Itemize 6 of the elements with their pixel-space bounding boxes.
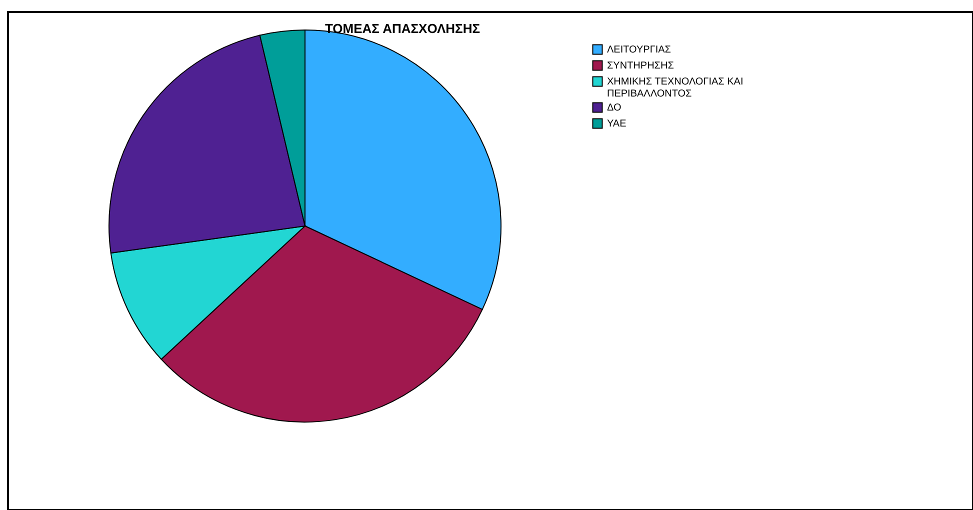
chart-title: ΤΟΜΕΑΣ ΑΠΑΣΧΟΛΗΣΗΣ [324, 21, 480, 36]
legend-label: ΛΕΙΤΟΥΡΓΙΑΣ [607, 44, 671, 56]
legend-label: ΣΥΝΤΗΡΗΣΗΣ [607, 60, 674, 72]
legend-label: ΧΗΜΙΚΗΣ ΤΕΧΝΟΛΟΓΙΑΣ ΚΑΙ ΠΕΡΙΒΑΛΛΟΝΤΟΣ [607, 76, 744, 100]
legend-label: ΔΟ [607, 102, 622, 114]
legend-label: ΥΑΕ [607, 118, 627, 130]
